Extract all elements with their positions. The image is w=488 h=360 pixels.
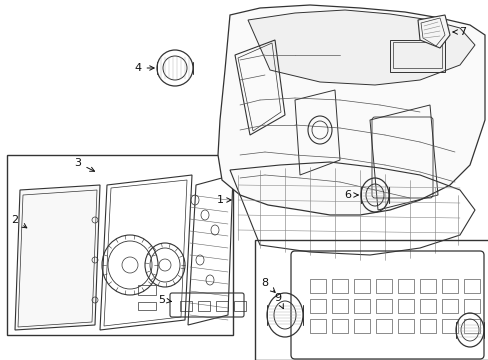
Polygon shape — [417, 15, 449, 48]
Bar — [419, 279, 435, 293]
Text: 7: 7 — [452, 27, 466, 37]
Bar — [138, 302, 156, 310]
Bar — [216, 301, 227, 311]
Bar — [353, 299, 369, 313]
Bar — [180, 301, 192, 311]
Text: 1: 1 — [216, 195, 231, 205]
Bar — [198, 301, 209, 311]
Bar — [389, 40, 444, 72]
Polygon shape — [247, 10, 474, 85]
Bar — [375, 319, 391, 333]
Bar — [309, 299, 325, 313]
Bar — [441, 299, 457, 313]
Bar — [254, 240, 488, 360]
Polygon shape — [218, 5, 484, 215]
Bar — [419, 299, 435, 313]
Text: 2: 2 — [11, 215, 27, 228]
Bar — [463, 299, 479, 313]
Bar — [331, 299, 347, 313]
Bar — [463, 279, 479, 293]
Bar — [331, 279, 347, 293]
Bar — [375, 279, 391, 293]
Bar — [397, 299, 413, 313]
Bar — [392, 42, 441, 68]
Bar — [441, 319, 457, 333]
Bar — [397, 319, 413, 333]
Text: 5: 5 — [158, 295, 171, 305]
Bar — [138, 285, 156, 295]
Bar — [309, 279, 325, 293]
Bar — [353, 279, 369, 293]
Bar — [441, 279, 457, 293]
Bar — [397, 279, 413, 293]
Text: 9: 9 — [274, 293, 283, 309]
Bar — [375, 299, 391, 313]
Bar — [7, 155, 232, 335]
Polygon shape — [15, 185, 100, 330]
Text: 3: 3 — [74, 158, 94, 171]
Bar — [353, 319, 369, 333]
Bar — [309, 319, 325, 333]
Bar — [463, 319, 479, 333]
Bar — [331, 319, 347, 333]
Text: 8: 8 — [261, 278, 275, 292]
Text: 4: 4 — [134, 63, 154, 73]
Text: 6: 6 — [344, 190, 357, 200]
Bar — [419, 319, 435, 333]
Bar — [234, 301, 245, 311]
